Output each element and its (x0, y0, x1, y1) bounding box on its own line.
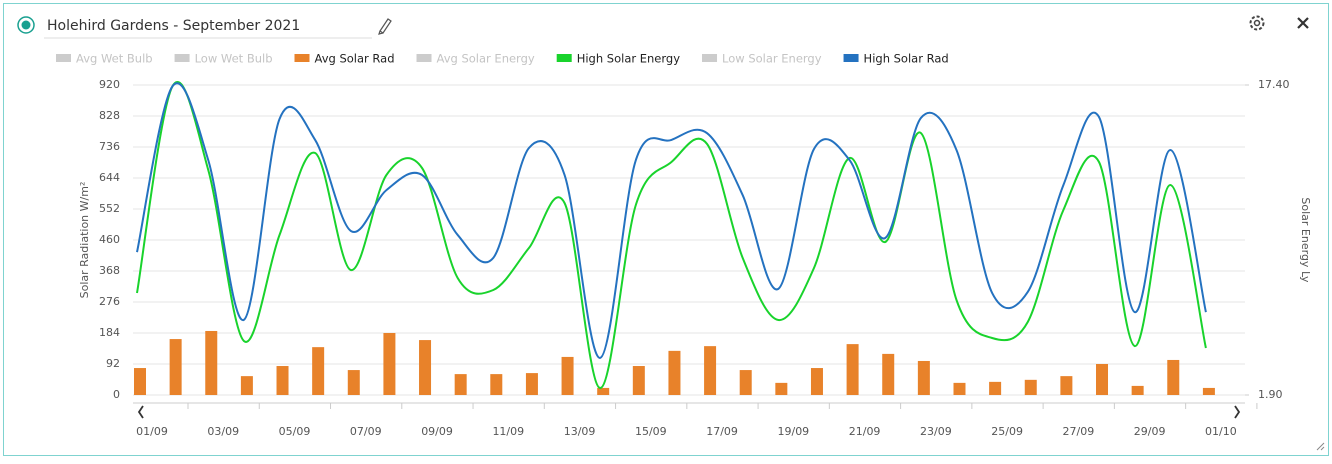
bar (454, 374, 467, 395)
legend-swatch (843, 54, 859, 62)
bar (1202, 387, 1215, 395)
legend-swatch (174, 54, 190, 62)
x-tick-label: 07/09 (350, 425, 382, 438)
legend-label[interactable]: Avg Solar Rad (315, 52, 395, 66)
legend-swatch (56, 54, 71, 62)
bar (917, 360, 930, 395)
bar (134, 368, 146, 395)
x-tick-label: 27/09 (1063, 425, 1095, 438)
nav-prev[interactable] (137, 405, 144, 419)
x-tick-label: 01/09 (136, 425, 168, 438)
y-tick-label: 0 (113, 388, 120, 401)
bar (383, 333, 396, 395)
bar (632, 366, 645, 395)
settings-icon[interactable] (1249, 15, 1265, 31)
y-tick-label: 644 (99, 171, 120, 184)
edit-icon[interactable] (378, 18, 392, 35)
nav-next[interactable] (1234, 405, 1241, 419)
x-tick-label: 17/09 (706, 425, 738, 438)
bar (1167, 359, 1180, 395)
bar (846, 344, 859, 395)
bar (490, 374, 503, 395)
x-tick-label: 05/09 (279, 425, 311, 438)
bar (1060, 376, 1073, 395)
line (136, 82, 1207, 359)
x-tick-label: 13/09 (564, 425, 596, 438)
legend-label[interactable]: Low Wet Bulb (195, 52, 273, 66)
bar (276, 366, 289, 395)
x-tick-label: 01/10 (1205, 425, 1237, 438)
y-tick-label: 920 (99, 78, 120, 91)
legend-swatch (294, 54, 310, 62)
y-axis-title: Solar Radiation W/m² (78, 182, 91, 299)
bar (525, 373, 538, 395)
bar (347, 370, 360, 395)
x-tick-label: 19/09 (777, 425, 809, 438)
y2-axis-title: Solar Energy Ly (1299, 197, 1312, 283)
bar (205, 330, 218, 395)
x-tick-label: 09/09 (421, 425, 453, 438)
bar (419, 340, 432, 395)
y-tick-label: 276 (99, 295, 120, 308)
y-tick-label: 828 (99, 109, 120, 122)
x-tick-label: 23/09 (920, 425, 952, 438)
bar (810, 368, 823, 395)
bar (312, 347, 325, 395)
bar (989, 381, 1002, 395)
x-tick-label: 25/09 (991, 425, 1023, 438)
bar (882, 353, 895, 395)
y-tick-label: 184 (99, 326, 120, 339)
y-tick-label: 736 (99, 140, 120, 153)
legend-label[interactable]: High Solar Rad (864, 52, 949, 66)
y2-tick-label: 17.40 (1258, 78, 1290, 91)
bar (169, 339, 182, 395)
y-tick-label: 92 (106, 357, 120, 370)
x-tick-label: 21/09 (849, 425, 881, 438)
legend-label[interactable]: Avg Wet Bulb (76, 52, 153, 66)
y-tick-label: 368 (99, 264, 120, 277)
bar (668, 350, 681, 395)
bar (1096, 364, 1109, 395)
bar (739, 370, 752, 395)
line (136, 81, 1207, 390)
bar (775, 382, 788, 395)
bar (561, 356, 574, 395)
bar (597, 387, 610, 395)
y2-tick-label: 1.90 (1258, 388, 1283, 401)
legend-label[interactable]: Low Solar Energy (722, 52, 822, 66)
close-icon[interactable] (1297, 17, 1309, 29)
radio-dot (21, 20, 31, 30)
x-tick-label: 29/09 (1134, 425, 1166, 438)
legend-label[interactable]: High Solar Energy (577, 52, 681, 66)
resize-handle (1316, 442, 1325, 451)
y-tick-label: 460 (99, 233, 120, 246)
legend-swatch (416, 54, 432, 62)
x-tick-label: 11/09 (492, 425, 524, 438)
legend-swatch (556, 54, 572, 62)
bar (1024, 379, 1037, 395)
legend-swatch (702, 54, 718, 62)
bar (1131, 385, 1144, 395)
bar (704, 346, 717, 395)
chart: 0 92 184 276 368 460 552 644 736 828 920 1.90 17.40 S… (56, 52, 1312, 438)
bar (953, 382, 966, 395)
radio[interactable] (17, 16, 35, 34)
bar (240, 376, 253, 395)
widget-frame (3, 3, 1329, 456)
widget-title: Holehird Gardens - September 2021 (47, 18, 300, 34)
x-tick-label: 03/09 (207, 425, 239, 438)
x-tick-label: 15/09 (635, 425, 667, 438)
y-tick-label: 552 (99, 202, 120, 215)
legend-label[interactable]: Avg Solar Energy (437, 52, 535, 66)
